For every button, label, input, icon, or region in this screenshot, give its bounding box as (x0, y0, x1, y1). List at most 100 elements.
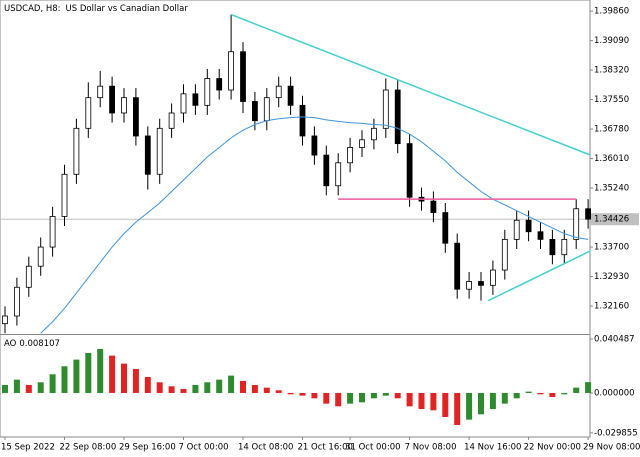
candle-body (251, 101, 258, 122)
ao-bar (13, 379, 20, 393)
candle-body (97, 85, 104, 99)
last-price-label: 1.34426 (594, 215, 629, 225)
ao-bar (85, 352, 92, 393)
candle-body (61, 173, 68, 217)
ao-bar (192, 384, 199, 393)
ao-bar (382, 392, 389, 396)
candle-body (382, 89, 389, 129)
x-tick-label: 22 Sep 08:00 (60, 443, 117, 453)
ao-bar (299, 392, 306, 396)
candle-body (275, 85, 282, 99)
trend-line (487, 250, 591, 302)
ao-bar (418, 392, 425, 409)
symbol: USDCAD, H8: (4, 4, 61, 14)
x-tick-label: 29 Nov 08:00 (583, 443, 640, 453)
ao-bar (2, 384, 8, 393)
y-tick-label: 1.39090 (594, 36, 629, 46)
candle-body (121, 97, 127, 114)
y-tick-label: 0.000000 (594, 388, 635, 398)
x-tick-label: 14 Oct 08:00 (238, 443, 293, 453)
indicator-name: AO (4, 339, 17, 349)
candle-body (156, 127, 163, 175)
candle-body (144, 135, 151, 175)
ao-bar (466, 392, 473, 420)
ao-bar (370, 392, 377, 399)
ao-bar (109, 355, 116, 393)
candle-body (299, 104, 306, 137)
y-tick-label: 1.36010 (594, 154, 629, 164)
ao-bar (61, 366, 68, 393)
ao-bar (478, 392, 484, 415)
y-tick-label: 1.36780 (594, 125, 629, 135)
ao-bar (240, 380, 246, 393)
candle-body (454, 242, 461, 290)
x-tick-label: 15 Sep 2022 (1, 443, 55, 453)
ao-bar (585, 382, 592, 393)
x-tick-label: 22 Nov 00:00 (524, 443, 581, 453)
ao-bar (168, 386, 175, 393)
candle-body (549, 238, 556, 256)
description: US Dollar vs Canadian Dollar (66, 4, 189, 14)
ao-bar (501, 392, 508, 404)
ao-bar (97, 348, 104, 393)
candle-body (180, 93, 187, 114)
ao-bar (49, 374, 56, 393)
x-tick-label: 7 Nov 08:00 (405, 443, 457, 453)
ao-bar (251, 384, 258, 393)
chart-title: USDCAD, H8: US Dollar vs Canadian Dollar (4, 4, 188, 14)
indicator-title: AO 0.008107 (4, 339, 60, 349)
candle-body (585, 208, 591, 220)
candle-body (347, 147, 354, 164)
candle-body (25, 265, 32, 288)
ao-bar (442, 392, 449, 417)
candle-body (573, 208, 580, 240)
candle-body (501, 238, 508, 271)
candle-body (359, 139, 365, 148)
ao-bar (454, 392, 461, 425)
ao-bar (394, 392, 401, 399)
y-tick-label: 1.32160 (594, 302, 629, 312)
candle-body (287, 85, 294, 106)
x-tick-label: 31 Oct 00:00 (345, 443, 400, 453)
ao-bar (573, 387, 580, 393)
candle-body (323, 154, 330, 187)
ao-bar (216, 379, 223, 393)
ao-bar (335, 392, 342, 407)
y-tick-label: 1.35240 (594, 184, 629, 194)
ao-bar (525, 391, 532, 393)
ao-bar (121, 363, 127, 393)
trend-line (230, 13, 591, 156)
candle-body (561, 238, 568, 256)
ao-bar (228, 375, 235, 393)
y-tick-label: 1.32930 (594, 272, 629, 282)
ao-bar (430, 392, 437, 411)
candle-body (263, 97, 270, 122)
candle-body (216, 78, 223, 91)
ao-bar (513, 392, 520, 399)
ao-bar (156, 382, 163, 393)
candle-body (240, 51, 246, 102)
candle-body (192, 93, 199, 106)
candle-body (49, 216, 56, 248)
ao-bar (561, 392, 568, 395)
ao-bar (73, 359, 80, 393)
ao-bar (489, 392, 496, 409)
ao-bar (347, 392, 354, 404)
candle-body (370, 127, 377, 141)
candle-body (466, 281, 473, 290)
candle-body (513, 219, 520, 240)
x-tick-label: 29 Sep 16:00 (119, 443, 176, 453)
candle-body (228, 51, 235, 91)
candle-body (2, 315, 8, 325)
candle-body (478, 281, 484, 286)
y-tick-label: -0.029855 (594, 428, 638, 438)
candle-body (430, 200, 437, 213)
candle-body (73, 127, 80, 175)
x-tick-label: 21 Oct 16:00 (298, 443, 353, 453)
candle-body (85, 97, 92, 129)
ao-bar (144, 376, 151, 393)
ao-bar (204, 382, 211, 393)
candle-body (204, 78, 211, 106)
moving-average (40, 116, 589, 334)
